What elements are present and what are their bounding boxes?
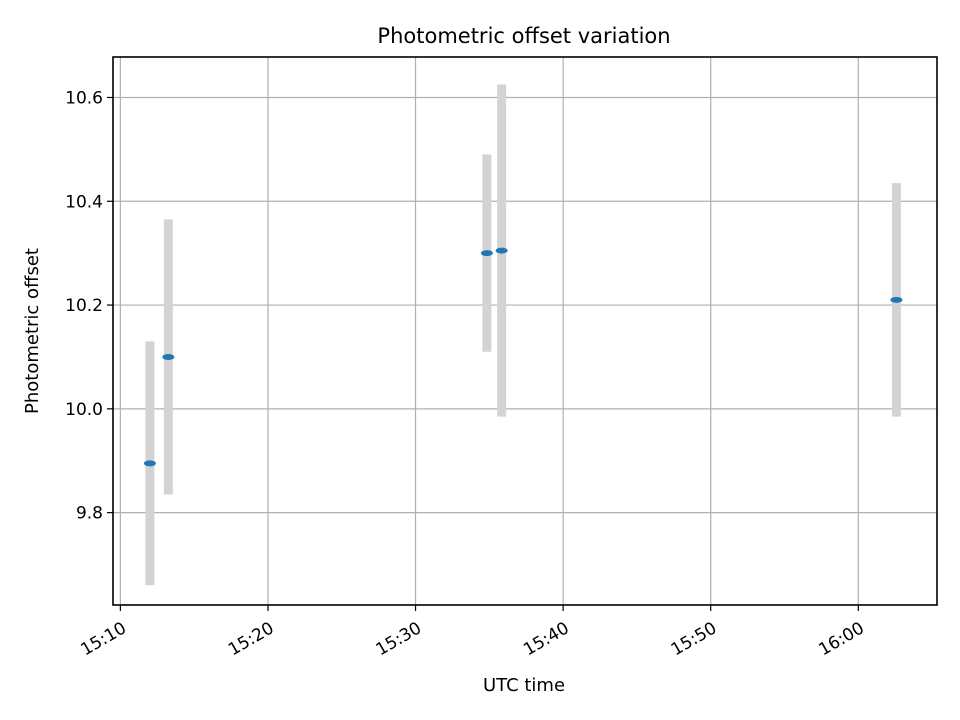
y-tick-label: 9.8 bbox=[76, 504, 103, 524]
y-tick-label: 10.4 bbox=[65, 192, 103, 212]
data-points bbox=[143, 247, 903, 467]
data-point bbox=[480, 250, 493, 257]
data-point bbox=[143, 460, 156, 467]
y-tick-label: 10.6 bbox=[65, 88, 103, 108]
y-axis-ticks: 9.8 10.0 10.2 10.4 10.6 bbox=[65, 88, 113, 524]
y-tick-label: 10.2 bbox=[65, 296, 103, 316]
plot-frame bbox=[112, 56, 938, 606]
grid bbox=[113, 57, 937, 605]
data-point bbox=[890, 296, 903, 303]
data-point bbox=[162, 353, 175, 360]
x-axis-label: UTC time bbox=[483, 675, 565, 696]
chart-title: Photometric offset variation bbox=[377, 24, 670, 48]
y-axis-label: Photometric offset bbox=[22, 248, 43, 414]
y-tick-label: 10.0 bbox=[65, 400, 103, 420]
data-point bbox=[495, 247, 508, 254]
